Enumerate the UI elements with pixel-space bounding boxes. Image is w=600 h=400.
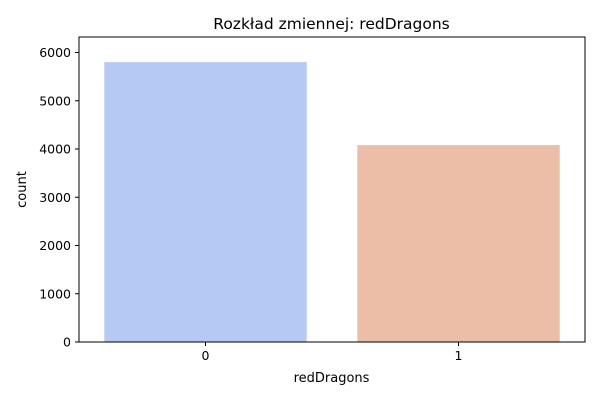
bar-0 xyxy=(104,62,307,343)
y-tick-label: 1000 xyxy=(39,286,71,301)
y-tick-label: 3000 xyxy=(39,190,71,205)
y-tick-label: 5000 xyxy=(39,93,71,108)
bar-1 xyxy=(357,145,560,342)
y-axis-title: count xyxy=(15,171,30,208)
plot-frame xyxy=(78,36,586,343)
y-tick-label: 0 xyxy=(63,335,71,350)
y-tick-label: 4000 xyxy=(39,142,71,157)
x-tick-label: 1 xyxy=(455,348,463,363)
y-tick-label: 6000 xyxy=(39,45,71,60)
x-axis-title: redDragons xyxy=(294,371,370,386)
x-tick-label: 0 xyxy=(202,348,210,363)
chart-title: Rozkład zmiennej: redDragons xyxy=(213,15,450,33)
y-tick-label: 2000 xyxy=(39,238,71,253)
